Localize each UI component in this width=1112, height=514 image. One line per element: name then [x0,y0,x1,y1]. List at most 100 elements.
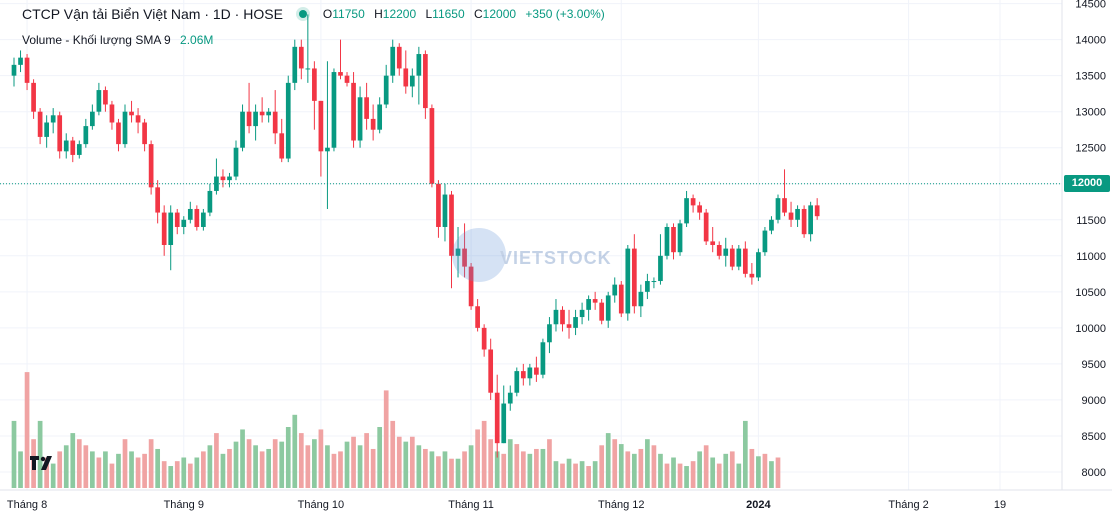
volume-legend[interactable]: Volume - Khối lượng SMA 9 2.06M [22,33,213,47]
volume-bar [233,441,239,488]
volume-bar [285,427,291,488]
volume-bar [651,445,657,488]
candle-body [729,248,735,267]
time-tick-label: 19 [994,499,1006,511]
candle-body [90,111,95,127]
candlesticks [11,14,820,458]
candle-body [527,367,533,379]
candle-body [436,183,441,227]
candle-body [501,403,507,444]
price-tick-label: 8500 [1082,431,1106,443]
ohlc-values: O11750 H12200 L11650 C12000 +350 (+3.00%… [323,7,611,21]
candle-body [423,54,428,109]
candle-body [677,223,683,253]
volume-bar [279,441,285,488]
volume-bar [690,461,696,488]
open-label: O [322,7,333,21]
volume-bar [475,429,480,488]
candle-body [756,252,761,278]
candle-body [161,212,167,245]
candle-body [612,284,618,296]
candle-body [769,219,774,231]
volume-bar [351,436,356,488]
candle-body [70,140,76,155]
volume-bar [618,444,624,488]
candle-body [207,190,213,213]
candle-body [233,147,239,177]
volume-bar [547,439,552,488]
symbol-legend[interactable]: CTCP Vận tải Biển Việt Nam · 1D · HOSE O… [22,6,611,22]
price-axis[interactable]: 1450014000135001300012500120001150011000… [1075,0,1106,479]
time-tick-label: Tháng 10 [298,499,344,511]
candle-body [645,281,650,292]
candle-body [547,324,552,343]
volume-bar [658,453,663,488]
candle-body [481,327,487,350]
volume-bar [612,439,618,488]
candle-body [403,68,409,87]
volume-bar [599,445,605,488]
volume-bar [455,458,461,488]
candle-body [390,46,396,76]
volume-bar [214,433,219,488]
volume-bar [468,445,474,488]
candle-body [520,371,526,379]
volume-bar [775,457,781,488]
volume-bar [631,453,637,488]
volume-bar [553,461,559,488]
volume-bar [638,448,644,488]
volume-bar [161,461,167,488]
volume-bar [135,457,141,488]
volume-bar [103,451,108,488]
candle-body [298,46,304,69]
candle-body [109,104,115,123]
candle-body [305,68,311,70]
volume-bar [201,451,206,488]
candle-body [599,302,605,321]
candle-body [325,147,330,152]
candle-body [710,241,716,245]
candle-body [272,111,278,134]
volume-bar [540,448,546,488]
volume-sma-label: SMA 9 [135,33,171,47]
volume-bar [187,463,193,488]
volume-bar [122,439,128,488]
candle-body [788,212,794,220]
candle-body [11,64,17,76]
candle-body [246,111,252,127]
candle-body [573,317,578,328]
volume-bar [331,453,337,488]
candle-body [187,208,193,220]
candle-body [808,205,813,235]
price-tick-label: 9000 [1082,395,1106,407]
price-tick-label: 8000 [1082,467,1106,479]
candle-body [703,212,709,242]
candle-body [409,75,415,87]
candle-body [775,198,781,220]
volume-bar [174,461,180,488]
volume-bar [364,433,369,488]
volume-bar [416,445,422,488]
volume-bar [396,436,402,488]
time-axis[interactable]: Tháng 8 Tháng 9 Tháng 10 Tháng 11 Tháng 12 20… [7,499,1006,511]
candle-body [795,208,800,220]
volume-bar [142,453,147,488]
volume-bar [272,439,278,488]
low-label: L [425,7,433,21]
volume-bar [325,445,330,488]
candle-body [63,140,69,152]
symbol-title[interactable]: CTCP Vận tải Biển Việt Nam · 1D · HOSE [22,6,283,22]
volume-bar [677,463,683,488]
tradingview-logo-icon[interactable] [28,453,56,473]
candle-body [429,108,435,184]
candle-body [279,133,285,159]
candle-body [227,176,232,181]
candle-body [749,273,755,278]
volume-bar [312,439,317,488]
candle-body [31,82,36,112]
candle-body [814,205,820,217]
candle-body [605,295,611,321]
volume-bar [96,457,102,488]
